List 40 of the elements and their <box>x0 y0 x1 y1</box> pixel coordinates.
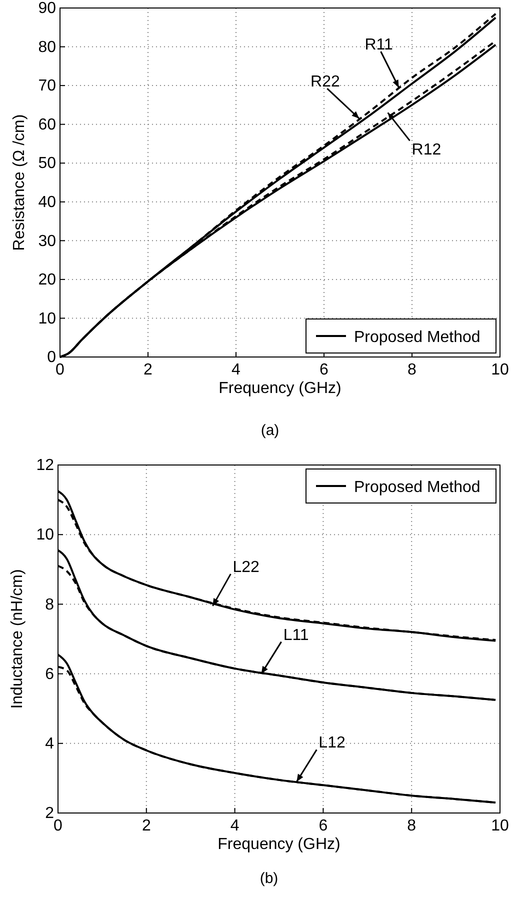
y-tick-label: 2 <box>45 805 54 822</box>
y-tick-label: 90 <box>38 0 56 18</box>
annotation: R11 <box>364 36 393 54</box>
y-tick-label: 4 <box>45 736 54 753</box>
y-axis-title: Resistance (Ω /cm) <box>11 114 28 251</box>
x-axis-title: Frequency (GHz) <box>218 836 340 853</box>
y-axis-title: Inductance (nH/cm) <box>9 569 26 709</box>
x-tick-label: 2 <box>142 817 151 834</box>
y-tick-label: 40 <box>38 194 56 212</box>
x-tick-label: 10 <box>491 817 509 834</box>
x-tick-label: 4 <box>232 361 241 378</box>
y-tick-label: 10 <box>36 526 54 544</box>
annotation: R22 <box>310 74 340 91</box>
legend-label: Proposed Method <box>354 479 480 496</box>
y-tick-label: 80 <box>38 38 56 56</box>
x-tick-label: 10 <box>491 361 509 378</box>
x-tick-label: 6 <box>318 817 328 834</box>
y-tick-label: 10 <box>38 310 56 328</box>
x-tick-label: 8 <box>408 361 417 378</box>
y-tick-label: 60 <box>38 116 56 134</box>
y-tick-label: 6 <box>45 666 54 683</box>
annotation: L12 <box>318 734 346 752</box>
y-tick-label: 20 <box>38 272 56 289</box>
x-axis-title: Frequency (GHz) <box>218 380 342 397</box>
x-tick-label: 4 <box>230 817 240 834</box>
annotation: L11 <box>283 626 309 644</box>
y-tick-label: 0 <box>47 349 56 366</box>
legend-label: Proposed Method <box>354 329 480 346</box>
y-tick-label: 30 <box>38 232 56 250</box>
y-tick-label: 8 <box>45 596 54 614</box>
x-tick-label: 8 <box>407 817 416 834</box>
y-tick-label: 50 <box>38 155 56 172</box>
x-tick-label: 2 <box>144 361 153 378</box>
text: (a) <box>260 422 280 439</box>
y-tick-label: 12 <box>36 457 54 474</box>
x-tick-label: 6 <box>320 361 329 378</box>
annotation: L22 <box>232 558 260 576</box>
y-tick-label: 70 <box>38 78 56 95</box>
text: (b) <box>260 870 278 887</box>
annotation: R12 <box>412 142 442 159</box>
